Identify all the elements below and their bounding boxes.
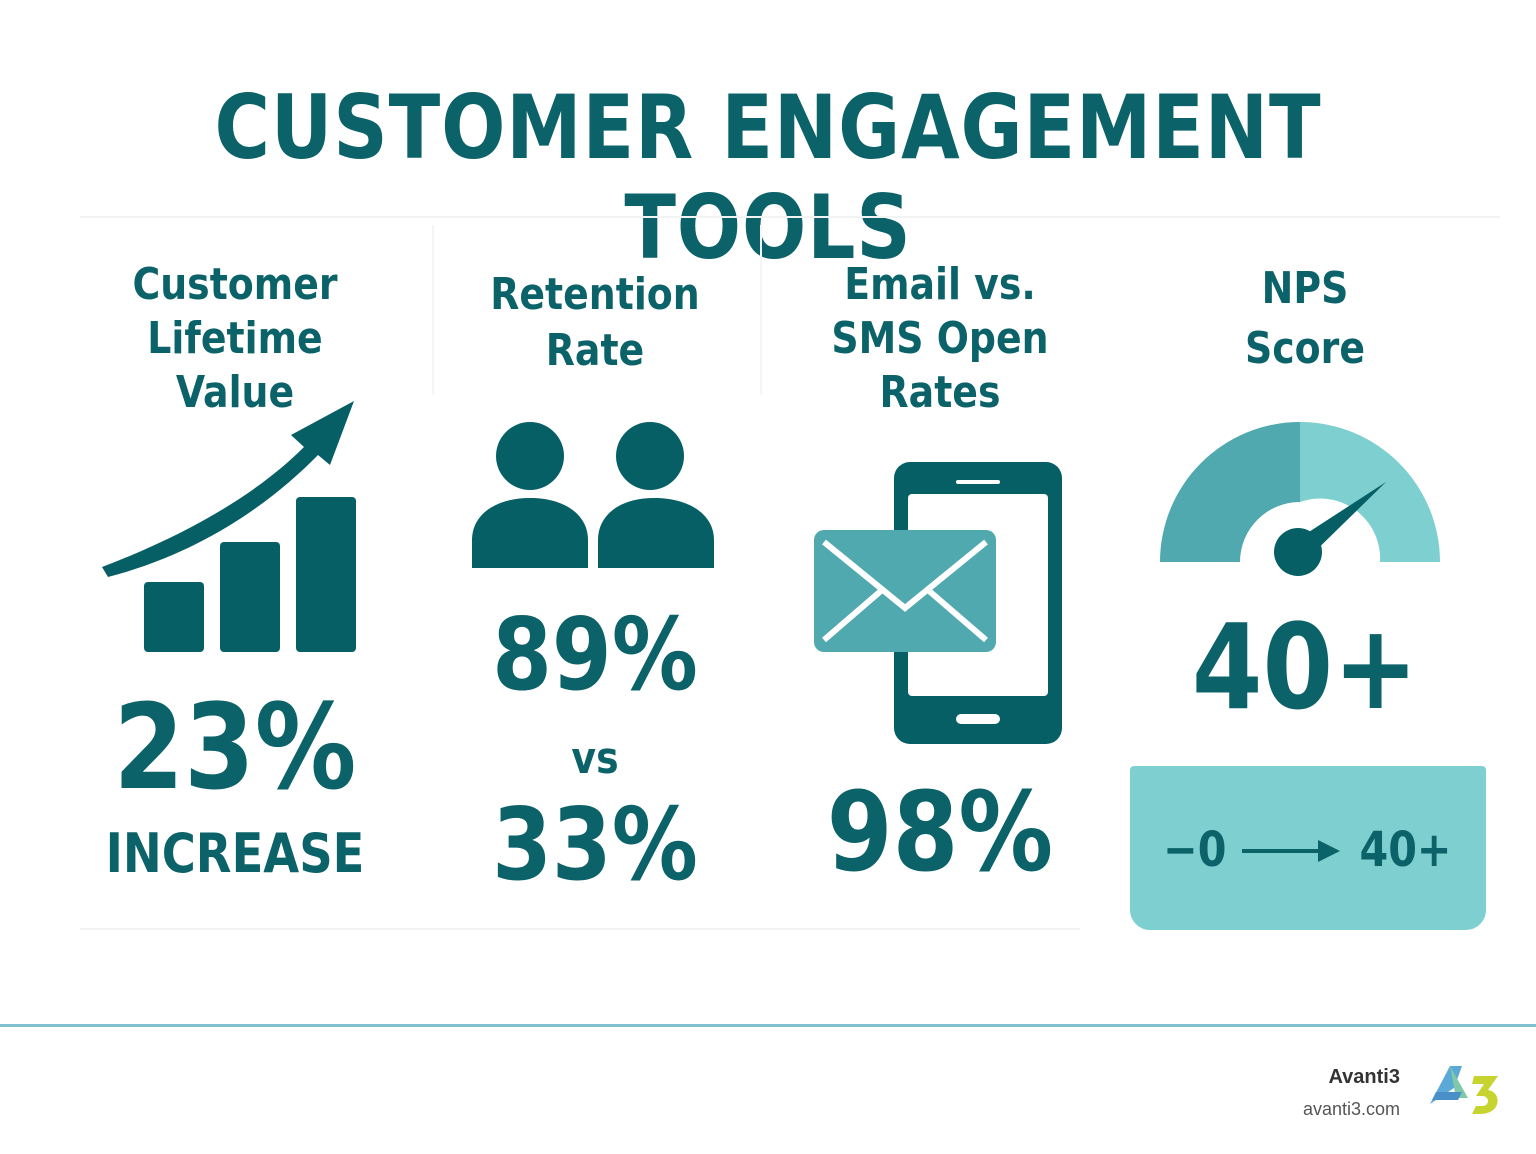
metric-nps-score: NPS Score 40+ −0 40+ [1120,250,1490,940]
metric-heading-line: NPS [1261,263,1349,314]
metric-heading-line: SMS Open [831,313,1049,364]
metric-heading-line: Lifetime Value [147,313,323,418]
metric-value: 98% [826,768,1054,896]
metric-heading-line: Rate [545,325,645,376]
metric-caption: INCREASE [105,822,365,885]
bottom-divider [80,928,1080,930]
metric-heading-line: Score [1244,323,1365,374]
column-divider [432,225,434,395]
metric-heading-line: Customer [132,259,338,310]
growth-bar-chart-icon [102,401,356,652]
metric-heading-line: Email vs. [844,259,1036,310]
brand-logo-icon [1430,1066,1498,1114]
page-title: CUSTOMER ENGAGEMENT TOOLS [214,76,1322,279]
metric-value: 89% [492,596,698,713]
metric-email-vs-sms-open-rates: Email vs. SMS Open Rates 98% [790,250,1090,940]
metric-value: 23% [113,678,357,816]
nps-range-from: −0 [1163,822,1227,878]
metric-value: 33% [492,786,698,903]
metric-retention-rate: Retention Rate 89% vs 33% [440,250,750,940]
metric-value: 40+ [1191,598,1419,736]
metric-heading-line: Retention [490,269,700,320]
nps-range-box: −0 40+ [1130,766,1486,930]
metric-versus: vs [571,733,619,784]
nps-range-to: 40+ [1359,822,1452,878]
footer-divider [0,1024,1536,1027]
metric-customer-lifetime-value: Customer Lifetime Value 23% INCREASE [70,250,400,940]
brand-name: Avanti3 [1328,1066,1400,1088]
phone-with-envelope-icon [814,462,1062,744]
two-people-icon [472,422,714,568]
brand-url: avanti3.com [1302,1099,1400,1119]
top-divider [80,216,1500,218]
metric-heading-line: Rates [879,367,1001,418]
gauge-icon [1160,422,1440,576]
arrow-right-icon [1242,840,1340,862]
column-divider [760,225,762,395]
